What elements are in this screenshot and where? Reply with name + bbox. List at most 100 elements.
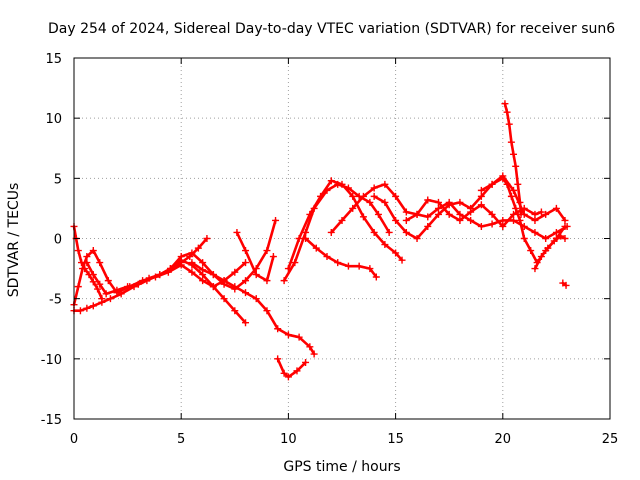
data-point	[89, 247, 97, 255]
data-point	[359, 213, 367, 221]
data-point	[366, 265, 374, 273]
data-point	[477, 192, 485, 200]
data-point	[561, 216, 569, 224]
y-tick-label: 15	[45, 52, 62, 67]
data-point	[370, 228, 378, 236]
data-point	[145, 274, 153, 282]
data-point	[501, 100, 509, 108]
data-point	[370, 184, 378, 192]
data-point	[102, 290, 110, 298]
data-point	[552, 204, 560, 212]
data-point	[531, 216, 539, 224]
data-point	[280, 369, 288, 377]
series-markers-sat-g	[233, 228, 277, 285]
data-point	[338, 216, 346, 224]
data-point	[293, 367, 301, 375]
data-point	[338, 180, 346, 188]
data-point	[516, 216, 524, 224]
x-tick-label: 0	[70, 432, 78, 447]
series-line-sat-g	[235, 231, 275, 282]
data-point	[467, 208, 475, 216]
data-point	[434, 210, 442, 218]
data-point	[269, 253, 277, 261]
data-point	[505, 120, 513, 128]
data-point	[76, 307, 84, 315]
data-point	[424, 222, 432, 230]
data-point	[531, 228, 539, 236]
y-tick-label: 10	[45, 112, 62, 127]
data-point	[327, 228, 335, 236]
data-point	[445, 210, 453, 218]
data-point	[220, 295, 228, 303]
data-point	[537, 253, 545, 261]
data-point	[274, 325, 282, 333]
data-point	[113, 286, 121, 294]
data-point	[517, 210, 525, 218]
data-point	[542, 235, 550, 242]
data-point	[531, 210, 539, 218]
data-point	[527, 247, 535, 255]
data-point	[94, 285, 102, 293]
y-axis-label: SDTVAR / TECUs	[6, 183, 22, 298]
data-point	[83, 259, 91, 267]
data-point	[74, 247, 82, 255]
data-point	[188, 259, 196, 267]
data-point	[374, 210, 382, 218]
data-point	[263, 247, 271, 255]
data-point	[510, 210, 518, 218]
data-point	[520, 204, 528, 212]
series-markers-sat-j	[302, 235, 380, 281]
data-point	[81, 265, 89, 273]
series-markers-sat-q	[531, 232, 569, 273]
data-point	[477, 186, 485, 194]
data-point	[550, 237, 558, 245]
data-point	[302, 228, 310, 236]
data-point	[372, 273, 380, 281]
data-point	[302, 358, 310, 366]
data-point	[488, 180, 496, 188]
data-point	[156, 271, 164, 279]
series-markers-sat-h	[274, 355, 310, 381]
data-point	[242, 277, 250, 285]
grid-layer	[74, 58, 610, 419]
data-point	[561, 235, 569, 242]
data-point	[220, 277, 228, 285]
data-point	[381, 241, 389, 249]
data-point	[106, 295, 114, 303]
data-point	[413, 210, 421, 218]
data-point	[477, 222, 485, 230]
data-point	[456, 210, 464, 218]
series-markers-sat-n	[402, 196, 545, 230]
data-point	[392, 192, 400, 200]
data-point	[542, 210, 550, 218]
data-point	[349, 204, 357, 212]
chart-title: Day 254 of 2024, Sidereal Day-to-day VTE…	[48, 21, 615, 37]
data-point	[104, 277, 112, 285]
data-point	[89, 302, 97, 310]
series-line-sat-j	[304, 237, 378, 279]
x-tick-label: 20	[495, 432, 512, 447]
data-point	[385, 228, 393, 236]
data-point	[83, 253, 91, 261]
data-point	[398, 256, 406, 264]
data-point	[231, 307, 239, 315]
data-point	[306, 343, 314, 351]
series-markers-sat-p	[501, 100, 525, 218]
data-point	[327, 177, 335, 185]
data-point	[188, 268, 196, 276]
data-point	[166, 265, 174, 273]
data-point	[562, 281, 570, 289]
x-tick-label: 25	[602, 432, 619, 447]
data-point	[242, 259, 250, 267]
series-line-sat-q	[533, 234, 567, 270]
data-point	[512, 162, 520, 170]
data-point	[188, 249, 196, 257]
data-point	[510, 150, 518, 158]
data-point	[467, 216, 475, 224]
data-point	[366, 198, 374, 206]
series-markers-sat-o	[477, 174, 569, 267]
data-point	[344, 262, 352, 270]
data-point	[295, 333, 303, 341]
series-line-sat-k	[287, 179, 404, 270]
